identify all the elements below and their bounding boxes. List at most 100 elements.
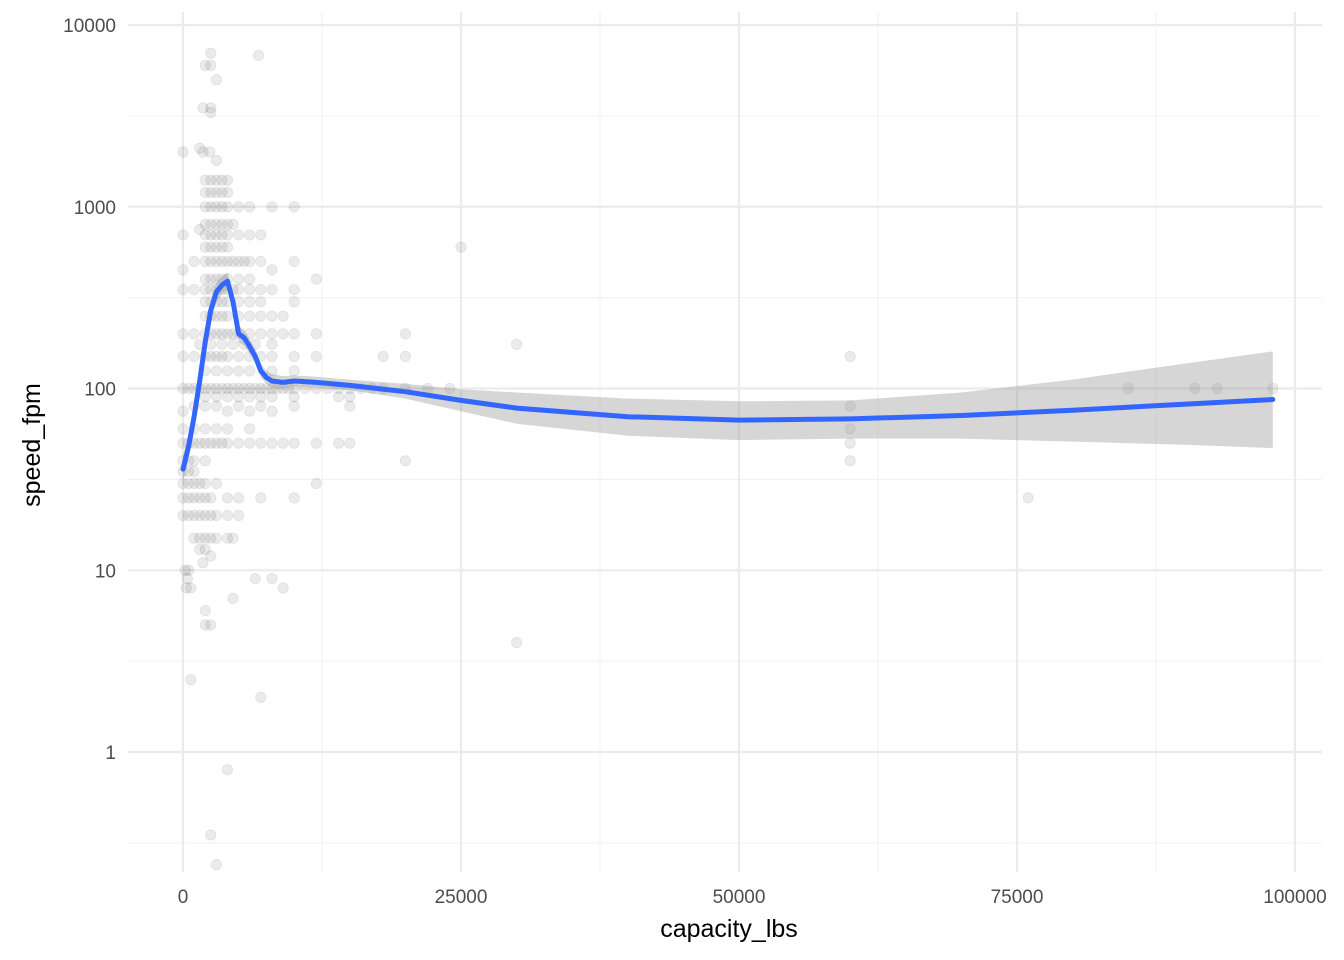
data-point	[255, 229, 267, 241]
data-point	[182, 564, 195, 576]
data-point	[288, 400, 300, 412]
data-point	[199, 604, 211, 617]
data-point	[199, 201, 211, 213]
data-point	[205, 509, 217, 522]
data-point	[221, 492, 234, 504]
data-point	[182, 382, 195, 395]
data-point	[205, 102, 217, 114]
data-point	[188, 532, 200, 544]
data-point	[197, 146, 209, 158]
data-point	[238, 382, 250, 395]
data-point	[310, 328, 323, 340]
data-point	[377, 350, 389, 363]
data-point	[221, 405, 234, 417]
y-tick-label: 1000	[74, 198, 116, 219]
data-point	[232, 365, 245, 377]
x-axis-tick-labels: 0 25000 50000 75000 100000	[178, 887, 1327, 908]
data-point	[266, 572, 278, 585]
data-point	[216, 310, 228, 322]
data-point	[210, 229, 223, 241]
data-point	[288, 365, 300, 377]
data-point	[210, 400, 223, 412]
data-point	[210, 382, 223, 395]
data-point	[310, 273, 323, 285]
data-point	[221, 382, 234, 395]
data-point	[232, 382, 245, 395]
data-point	[194, 543, 206, 556]
data-point	[210, 241, 223, 253]
x-tick-label: 100000	[1263, 887, 1326, 908]
x-tick-label: 25000	[435, 887, 488, 908]
data-point	[255, 382, 267, 395]
data-point	[199, 283, 211, 296]
data-point	[1022, 492, 1034, 504]
data-point	[255, 400, 267, 412]
data-point	[205, 492, 217, 504]
data-point	[210, 477, 223, 490]
data-point	[177, 509, 189, 522]
y-tick-label: 10	[95, 561, 116, 582]
data-point	[199, 423, 211, 435]
data-point	[182, 492, 195, 504]
data-point	[510, 636, 523, 649]
data-point	[210, 154, 223, 167]
data-point	[227, 218, 239, 231]
data-point	[210, 74, 223, 86]
data-point	[204, 146, 216, 158]
data-point	[399, 328, 412, 340]
data-point	[344, 437, 356, 449]
data-point	[333, 437, 345, 449]
data-point	[255, 391, 267, 403]
y-tick-label: 1	[105, 743, 116, 764]
data-point	[244, 229, 256, 241]
data-point	[310, 437, 323, 449]
data-point	[310, 350, 323, 363]
major-gridlines-x	[181, 12, 1297, 872]
data-point	[216, 338, 228, 350]
data-point	[344, 400, 356, 412]
data-point	[221, 310, 234, 322]
data-point	[260, 382, 273, 395]
data-point	[216, 296, 228, 308]
x-tick-label: 0	[178, 887, 189, 908]
data-point	[221, 174, 234, 186]
data-point	[205, 550, 217, 562]
data-point	[221, 763, 234, 776]
data-point	[255, 310, 267, 322]
data-point	[181, 572, 194, 585]
data-point	[188, 255, 200, 268]
data-point	[177, 477, 189, 490]
data-point	[244, 391, 256, 403]
y-axis-tick-labels: 1 10 100 1000 10000	[63, 16, 116, 764]
data-point	[194, 477, 206, 490]
data-point	[266, 365, 278, 377]
data-point	[205, 437, 217, 449]
data-point	[255, 296, 267, 308]
y-tick-label: 100	[84, 380, 116, 401]
data-point	[188, 350, 200, 363]
data-point	[199, 437, 211, 449]
data-point	[844, 350, 856, 363]
minor-gridlines-x	[321, 12, 1157, 872]
data-point	[227, 382, 239, 395]
data-point	[266, 437, 278, 449]
data-point	[210, 186, 223, 199]
data-point	[216, 255, 228, 268]
data-point	[194, 142, 206, 154]
data-point	[244, 382, 256, 395]
data-point	[266, 310, 278, 322]
data-point	[177, 405, 189, 417]
data-point	[244, 423, 256, 435]
data-point	[266, 391, 278, 403]
data-point	[255, 437, 267, 449]
data-point	[188, 283, 200, 296]
data-point	[221, 532, 234, 544]
data-point	[252, 49, 265, 62]
data-point	[210, 201, 223, 213]
data-point	[210, 532, 223, 544]
data-point	[199, 391, 211, 403]
data-point	[232, 273, 245, 285]
data-point	[244, 328, 256, 340]
data-point	[177, 328, 189, 340]
data-point	[288, 201, 300, 213]
